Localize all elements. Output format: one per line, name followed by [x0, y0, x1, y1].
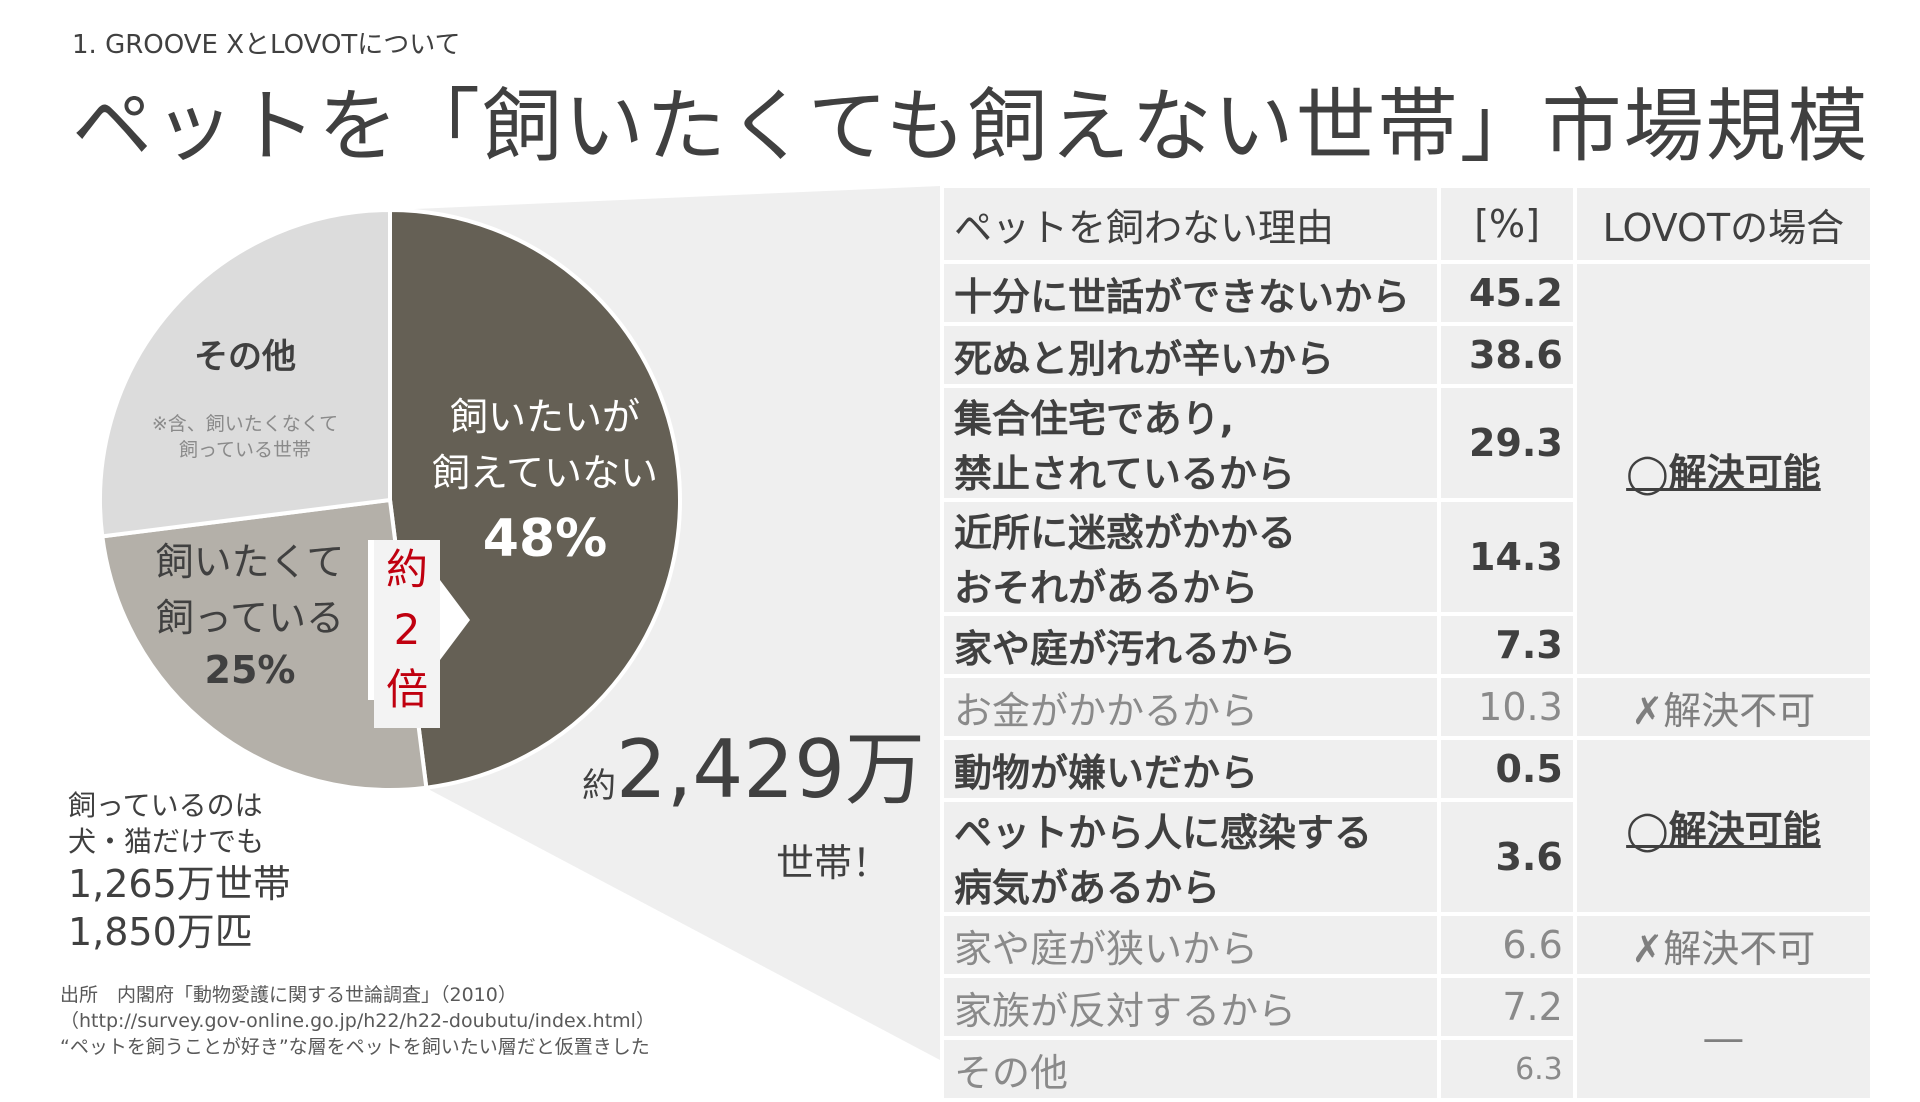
slice-label: 飼いたくて — [156, 540, 345, 584]
percent-cell: 10.3 — [1441, 678, 1573, 736]
lovot-verdict-cell: ✗解決不可 — [1576, 916, 1870, 974]
ratio-callout: 約 2 倍 — [374, 540, 440, 728]
table-row: 家族が反対するから 7.2 ― — [944, 978, 1870, 1098]
percent-cell: 6.3 — [1441, 1040, 1573, 1098]
slice-other — [98, 207, 392, 539]
ratio-callout-char: 倍 — [385, 665, 428, 714]
slice-value-label: 48% — [483, 509, 607, 569]
household-prefix: 約 — [582, 766, 616, 806]
source-line: 出所 内閣府「動物愛護に関する世論調査」（2010） — [60, 984, 517, 1006]
reason-cell: ペットから人に感染する 病気があるから — [944, 802, 1438, 912]
page-title: ペットを「飼いたくても飼えない世帯」市場規模 — [72, 80, 1870, 173]
reason-cell: 集合住宅であり, 禁止されているから — [944, 388, 1438, 498]
column-header-lovot: LOVOTの場合 — [1576, 188, 1870, 260]
table-row: 死ぬと別れが辛いから 38.6 — [944, 326, 1870, 384]
reason-text: ペットから人に感染する — [954, 811, 1373, 855]
lovot-verdict-cell: ― — [1576, 978, 1870, 1098]
reason-text: おそれがあるから — [954, 566, 1259, 610]
slice-label: 飼いたいが — [450, 395, 640, 439]
reason-text: 禁止されているから — [954, 452, 1295, 496]
source-line: （http://survey.gov-online.go.jp/h22/h22-… — [60, 1010, 655, 1032]
reason-text: 死ぬと別れが辛いから — [954, 336, 1335, 381]
reason-cell: 死ぬと別れが辛いから — [944, 326, 1438, 384]
source-line: “ペットを飼うことが好き”な層をペットを飼いたい層だと仮置きした — [60, 1036, 650, 1058]
slice-label: 飼っている — [156, 596, 344, 640]
table-row: 家や庭が狭いから 6.6 ✗解決不可 — [944, 916, 1870, 974]
table-row: 集合住宅であり, 禁止されているから 29.3 — [944, 388, 1870, 498]
slice-cannot-own — [388, 207, 682, 790]
percent-cell: 3.6 — [1441, 802, 1573, 912]
percent-cell: 45.2 — [1441, 264, 1573, 322]
household-total: 約2,429万 世帯！ — [582, 730, 925, 887]
percent-cell: 7.3 — [1441, 616, 1573, 674]
column-header-percent: [%] — [1441, 188, 1573, 260]
household-number: 2,429万 — [616, 723, 926, 816]
reason-text: その他 — [954, 1050, 1069, 1095]
percent-cell: 38.6 — [1441, 326, 1573, 384]
reason-cell: 家や庭が狭いから — [944, 916, 1438, 974]
table-row: 動物が嫌いだから 0.5 ◯解決可能 — [944, 740, 1870, 912]
reason-text: 病気があるから — [954, 866, 1221, 910]
lovot-verdict-cell: ◯解決可能 — [1576, 740, 1870, 912]
owned-line: 飼っているのは — [68, 789, 263, 822]
slice-label: 飼えていない — [432, 451, 658, 495]
lovot-verdict-cell: ◯解決可能 — [1576, 264, 1870, 674]
table-row: 近所に迷惑がかかる おそれがあるから 14.3 — [944, 502, 1870, 612]
reason-cell: その他 — [944, 1040, 1438, 1098]
slice-note: ※含、飼いたくなくて — [152, 413, 338, 435]
owned-line: 犬・猫だけでも — [68, 825, 265, 858]
lovot-verdict-cell: ✗解決不可 — [1576, 678, 1870, 736]
reason-cell: 動物が嫌いだから — [944, 740, 1438, 798]
column-header-reason: ペットを飼わない理由 — [944, 188, 1438, 260]
slice-label: その他 — [194, 337, 296, 377]
reason-cell: 近所に迷惑がかかる おそれがあるから — [944, 502, 1438, 612]
reason-cell: 十分に世話ができないから — [944, 264, 1438, 322]
reason-cell: お金がかかるから — [944, 678, 1438, 736]
reason-text: 家や庭が汚れるから — [954, 626, 1297, 671]
slice-note: 飼っている世帯 — [179, 439, 311, 461]
table-row: 家や庭が汚れるから 7.3 — [944, 616, 1870, 674]
reason-text: 家族が反対するから — [954, 988, 1297, 1033]
section-label: 1. GROOVE XとLOVOTについて — [72, 30, 461, 60]
reason-text: 家や庭が狭いから — [954, 926, 1259, 971]
reason-text: 集合住宅であり, — [954, 397, 1235, 441]
reason-cell: 家や庭が汚れるから — [944, 616, 1438, 674]
table-header-row: ペットを飼わない理由 [%] LOVOTの場合 — [944, 188, 1870, 260]
reason-text: 動物が嫌いだから — [954, 750, 1259, 795]
reason-text: 十分に世話ができないから — [954, 274, 1411, 319]
ratio-callout-char: 2 — [393, 605, 421, 654]
owned-pets-note: 飼っているのは 犬・猫だけでも 1,265万世帯 1,850万匹 — [68, 788, 291, 956]
reason-table: ペットを飼わない理由 [%] LOVOTの場合 十分に世話ができないから 45.2… — [940, 184, 1874, 1102]
slice-own — [100, 497, 429, 792]
owned-households: 1,265万世帯 — [68, 862, 291, 906]
household-suffix: 世帯！ — [775, 841, 890, 885]
table-row: ペットから人に感染する 病気があるから 3.6 — [944, 802, 1870, 912]
percent-cell: 29.3 — [1441, 388, 1573, 498]
source-note: 出所 内閣府「動物愛護に関する世論調査」（2010） （http://surve… — [60, 982, 655, 1060]
percent-cell: 6.6 — [1441, 916, 1573, 974]
table-row: お金がかかるから 10.3 ✗解決不可 — [944, 678, 1870, 736]
ratio-callout-char: 約 — [385, 545, 428, 594]
percent-cell: 7.2 — [1441, 978, 1573, 1036]
reason-cell: 家族が反対するから — [944, 978, 1438, 1036]
percent-cell: 0.5 — [1441, 740, 1573, 798]
owned-animals: 1,850万匹 — [68, 910, 253, 954]
reason-text: 近所に迷惑がかかる — [954, 511, 1297, 555]
table-row: 十分に世話ができないから 45.2 ◯解決可能 — [944, 264, 1870, 674]
percent-cell: 14.3 — [1441, 502, 1573, 612]
slice-value-label: 25% — [205, 648, 296, 692]
reason-text: お金がかかるから — [954, 688, 1259, 733]
